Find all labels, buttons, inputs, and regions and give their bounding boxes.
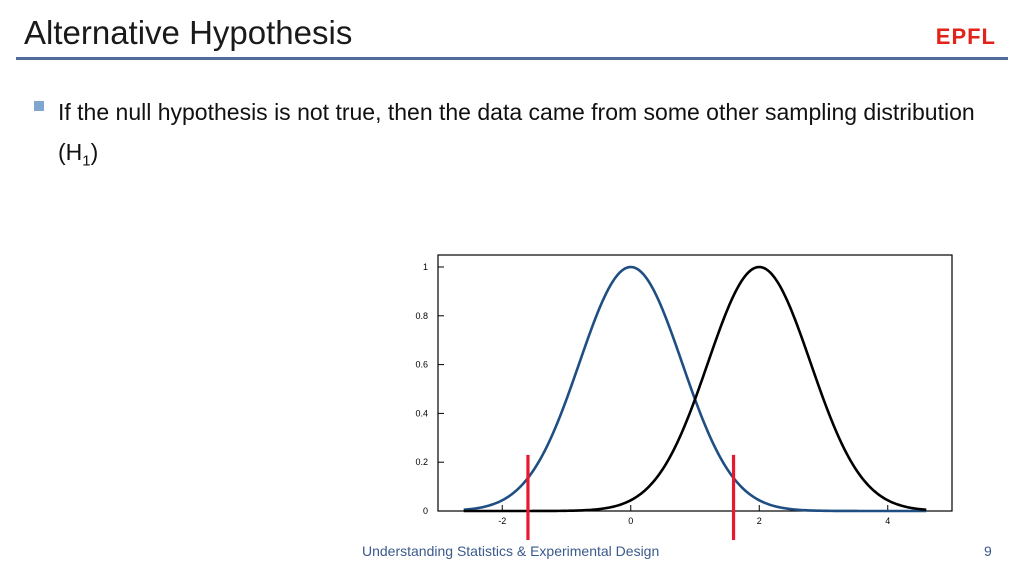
y-tick-label: 0.8 [415, 311, 428, 321]
critical-lines [526, 454, 736, 540]
h1-distribution-curve [463, 265, 927, 513]
footer-course-title: Understanding Statistics & Experimental … [362, 543, 660, 559]
bullet-square-icon [34, 101, 44, 111]
bullet-text: If the null hypothesis is not true, then… [58, 92, 994, 182]
plot-area-frame [437, 254, 953, 512]
x-tick-label: 0 [628, 516, 633, 526]
y-tick-label: 0.4 [415, 408, 428, 418]
epfl-logo: EPFL [935, 24, 996, 49]
y-tick-label: 0 [423, 506, 428, 516]
x-tick-label: -2 [498, 516, 506, 526]
y-tick-label: 1 [423, 262, 428, 272]
bullet-subscript: 1 [82, 152, 91, 170]
y-tick-label: 0.2 [415, 457, 428, 467]
bullet-item: If the null hypothesis is not true, then… [34, 92, 994, 182]
x-tick-label: 4 [885, 516, 890, 526]
slide-title: Alternative Hypothesis [24, 14, 353, 51]
y-axis: 0 0.2 0.4 0.6 0.8 1 [415, 262, 444, 516]
title-divider [16, 57, 1008, 60]
bullet-main-text: If the null hypothesis is not true, then… [58, 99, 975, 165]
y-tick-label: 0.6 [415, 360, 428, 370]
x-axis: -2 0 2 4 [498, 505, 890, 526]
page-number: 9 [984, 543, 992, 559]
curves [463, 265, 927, 513]
distribution-chart: 0 0.2 0.4 0.6 0.8 1 -2 0 2 4 [415, 254, 953, 540]
x-tick-label: 2 [757, 516, 762, 526]
bullet-end-text: ) [90, 139, 99, 165]
